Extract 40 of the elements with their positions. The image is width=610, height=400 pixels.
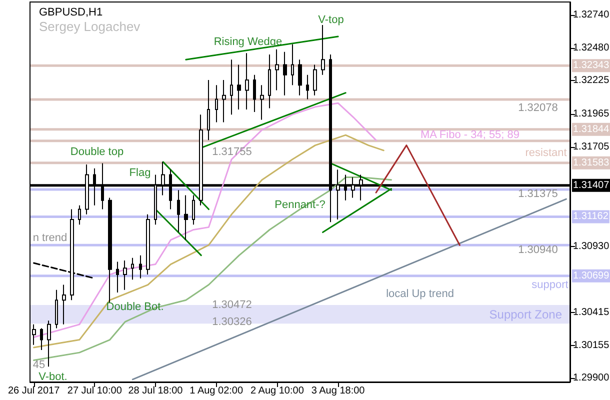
x-tick-label: 28 Jul 18:00 — [128, 386, 184, 396]
annotation: 1.31375 — [518, 188, 558, 200]
x-tick-label: 26 Jul 2017 — [8, 386, 60, 396]
annotation: support — [532, 279, 568, 291]
annotation: Flag — [129, 167, 151, 179]
annotation: V-top — [318, 14, 344, 26]
annotation: Double top — [70, 146, 124, 158]
annotation: 1.30472 — [212, 299, 252, 311]
annotation: 45 — [32, 359, 46, 371]
annotation: V-bot. — [38, 371, 68, 383]
y-tick-label: 1.29900 — [573, 372, 610, 384]
x-tick-label: 1 Aug 02:00 — [190, 386, 244, 396]
annotation: n trend — [32, 232, 68, 244]
text: Sergey Logachev — [39, 19, 141, 34]
ref-line-label: 1.32343 — [573, 60, 610, 72]
ref-line-label: 1.31583 — [573, 157, 610, 168]
y-tick-label: 1.32740 — [573, 9, 610, 20]
annotation: 1.32078 — [518, 102, 558, 114]
band-label: Support Zone — [489, 307, 562, 322]
annotation: Rising Wedge — [214, 36, 282, 48]
x-tick-label: 2 Aug 10:00 — [250, 386, 304, 396]
y-tick-label: 1.31965 — [573, 108, 610, 120]
y-tick-label: 1.32480 — [573, 42, 610, 54]
annotation: MA Fibo - 34; 55; 89 — [420, 129, 520, 141]
x-tick-label: 27 Jul 10:00 — [67, 386, 122, 396]
y-tick-label: 1.30155 — [573, 340, 610, 352]
ref-line-label: 1.31407 — [573, 180, 610, 191]
y-tick-label: 1.30415 — [573, 306, 610, 318]
ref-line-label: 1.30699 — [573, 270, 610, 282]
y-tick-label: 1.30930 — [573, 240, 610, 252]
y-tick-label: 1.31705 — [573, 142, 610, 153]
ref-line-label: 1.31844 — [573, 124, 610, 135]
ref-line-label: 1.31162 — [573, 211, 609, 222]
annotation: 1.30940 — [518, 244, 558, 256]
annotation: 1.30326 — [212, 316, 252, 328]
annotation: resistant — [525, 147, 567, 159]
chart-title: GBPUSD,H1 — [39, 6, 103, 18]
x-tick-label: 3 Aug 18:00 — [311, 386, 366, 396]
annotation: local Up trend — [386, 288, 454, 300]
y-tick-label: 1.32225 — [573, 75, 610, 86]
